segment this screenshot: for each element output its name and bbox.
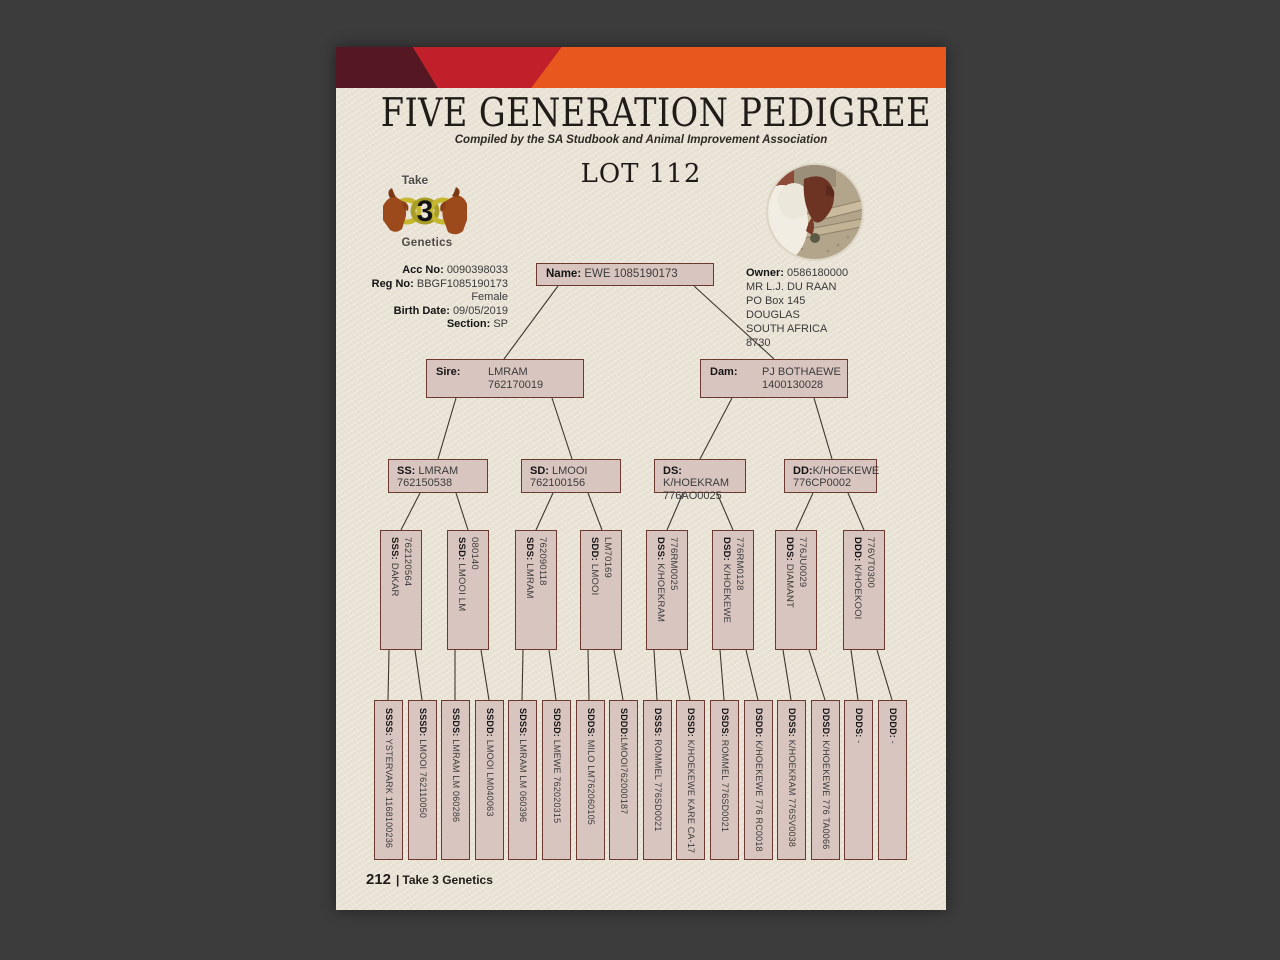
logo-text-bottom: Genetics <box>401 237 453 249</box>
pedigree-box-ss: SS: LMRAM 762150538 <box>388 459 488 493</box>
pedigree-box-sssd: SSSD: LMOOI 762110050 <box>408 700 437 860</box>
pedigree-box-ddd: DDD: K/HOEKOOI 776VT0300 <box>843 530 885 650</box>
page-footer: 212 | Take 3 Genetics <box>366 871 493 888</box>
page-title: FIVE GENERATION PEDIGREE <box>380 91 932 136</box>
pedigree-box-dsds: DSDS: ROMMEL 776SD0021 <box>710 700 739 860</box>
acc-no-row: Acc No: 0090398033 <box>402 264 508 276</box>
pedigree-box-ds: DS: K/HOEKRAM 776AO0025 <box>654 459 746 502</box>
goat-head-right-icon <box>440 187 467 235</box>
pedigree-box-ssds: SSDS: LMRAM LM 060286 <box>441 700 470 860</box>
pedigree-box-sss: SSS: DAKAR 762120564 <box>380 530 422 650</box>
pedigree-box-sdss: SDSS: LMRAM LM 060396 <box>508 700 537 860</box>
pedigree-box-dsd: DSD: K/HOEKEWE 776RM0128 <box>712 530 754 650</box>
birth-date-row: Birth Date: 09/05/2019 <box>393 304 508 317</box>
footer-brand: Take 3 Genetics <box>402 873 493 887</box>
take3-genetics-logo: 3 Take Genetics <box>380 173 470 249</box>
pedigree-box-sire: Sire: LMRAM 762170019 <box>426 359 584 398</box>
pedigree-box-ssdd: SSDD: LMOOI LM040063 <box>475 700 504 860</box>
owner-details: Owner: 0586180000 MR L.J. DU RAAN PO Box… <box>746 267 849 349</box>
pedigree-box-dsdd: DSDD: K/HOEKEWE 776 RC0018 <box>744 700 773 860</box>
pedigree-box-dam: Dam: PJ BOTHAEWE 1400130028 <box>700 359 848 398</box>
reg-no-row: Reg No: BBGF1085190173 <box>371 277 508 290</box>
pedigree-box-dss: DSS: K/HOEKRAM 776RM0025 <box>646 530 688 650</box>
pedigree-box-dsss: DSSS: ROMMEL 776SD0021 <box>643 700 672 860</box>
pedigree-box-ddsd: DDSD: K/HOEKEWE 776 TA0066 <box>811 700 840 860</box>
pedigree-box-sdd: SDD: LMOOI LM70169 <box>580 530 622 650</box>
animal-photo <box>766 163 864 261</box>
section-row: Section: SP <box>446 318 508 331</box>
pedigree-box-sd: SD: LMOOI 762100156 <box>521 459 621 493</box>
pedigree-page: FIVE GENERATION PEDIGREE Compiled by the… <box>336 47 946 910</box>
sex-row: Female <box>471 291 508 304</box>
pedigree-box-ssss: SSSS: YSTERVARK 1168100236 <box>374 700 403 860</box>
pedigree-box-ssd: SSD: LMOOI LM 080140 <box>447 530 489 650</box>
pedigree-box-sdsd: SDSD: LMEWE 762020315 <box>542 700 571 860</box>
pedigree-box-ddds: DDDS: - <box>844 700 873 860</box>
pedigree-box-sds: SDS: LMRAM 762090118 <box>515 530 557 650</box>
header-banner <box>336 47 946 88</box>
pedigree-box-ddss: DDSS: K/HOEKRAM 776SV0038 <box>777 700 806 860</box>
logo-graphic: 3 <box>383 187 467 235</box>
pedigree-box-dssd: DSSD: K/HOEKEWE KARE CA-17 <box>676 700 705 860</box>
page-subtitle: Compiled by the SA Studbook and Animal I… <box>454 134 828 146</box>
goat-head-left-icon <box>383 188 409 232</box>
pedigree-box-name: Name: EWE 1085190173 <box>536 263 714 286</box>
pedigree-box-sddd: SDDD:LMOOI762000187 <box>609 700 638 860</box>
lot-number: LOT 112 <box>580 159 702 189</box>
page-number: 212 <box>366 871 392 888</box>
pedigree-box-sdds: SDDS: MILO LM762060105 <box>576 700 605 860</box>
pedigree-box-dddd: DDDD: - <box>878 700 907 860</box>
logo-text-top: Take <box>401 173 429 187</box>
pedigree-box-dd: DD:K/HOEKEWE 776CP0002 <box>784 459 879 493</box>
animal-details: Acc No: 0090398033 Reg No: BBGF108519017… <box>372 264 508 332</box>
svg-text:3: 3 <box>417 195 434 228</box>
pedigree-box-dds: DDS: DIAMANT 776JU0029 <box>775 530 817 650</box>
